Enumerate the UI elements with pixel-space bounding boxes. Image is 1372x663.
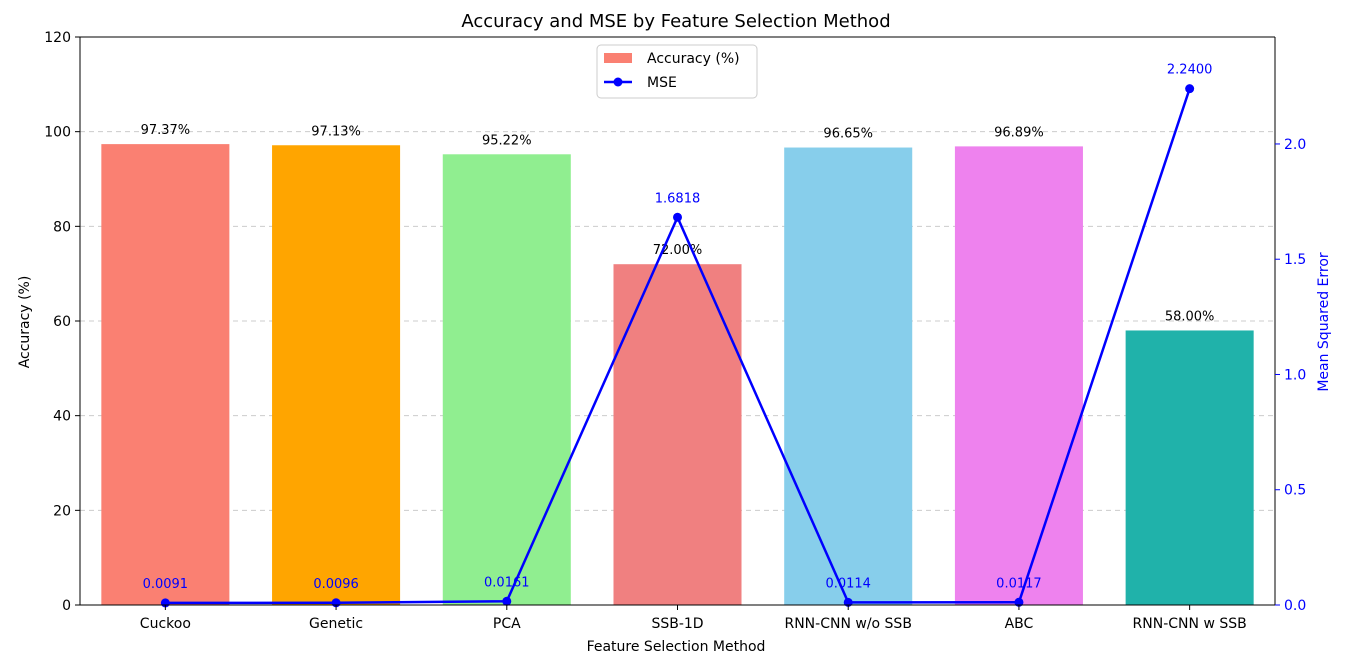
y-tick-label: 20: [53, 503, 71, 519]
legend-swatch-accuracy: [604, 53, 632, 63]
y-tick-label: 0: [62, 598, 71, 614]
accuracy-bar-label: 58.00%: [1165, 309, 1215, 324]
y-tick-label: 100: [44, 125, 71, 141]
x-tick-label: PCA: [493, 616, 521, 632]
mse-point: [673, 212, 682, 222]
accuracy-bar: [954, 146, 1083, 605]
accuracy-bar: [613, 264, 742, 605]
mse-point-labels: 0.0091 0.0096 0.0161 1.6818 0.0114 0.0117 2.24…: [143, 63, 1213, 592]
accuracy-bar: [442, 154, 571, 606]
mse-point: [502, 596, 512, 606]
legend-marker-mse: [613, 77, 623, 87]
x-axis-label: Feature Selection Method: [587, 639, 766, 655]
y-tick-label: 80: [53, 219, 71, 235]
y2-tick-label: 1.0: [1284, 367, 1306, 383]
accuracy-bar: [101, 144, 230, 605]
y-tick-label: 40: [53, 409, 71, 425]
accuracy-bar-label: 96.89%: [994, 125, 1044, 140]
mse-point-label: 0.0114: [825, 576, 871, 591]
axis-ticks: 0 20 40 60 80 100 120 0.0 0.5 1.0 1.5 2.0 Cuckoo Gene…: [44, 30, 1306, 632]
legend: Accuracy (%) MSE: [596, 44, 758, 99]
y2-tick-label: 2.0: [1284, 137, 1306, 153]
x-tick-label: RNN-CNN w SSB: [1133, 616, 1247, 632]
mse-point-label: 2.2400: [1167, 63, 1213, 78]
x-tick-label: RNN-CNN w/o SSB: [784, 616, 911, 632]
x-tick-label: SSB-1D: [651, 616, 703, 632]
accuracy-bar-label: 96.65%: [823, 127, 873, 142]
accuracy-bars: [101, 144, 1254, 606]
mse-point-label: 1.6818: [655, 191, 701, 206]
accuracy-bar-label: 97.37%: [141, 123, 191, 138]
chart-title: Accuracy and MSE by Feature Selection Me…: [461, 11, 890, 32]
y2-tick-label: 0.0: [1284, 598, 1306, 614]
y-tick-label: 120: [44, 30, 71, 46]
legend-label-mse: MSE: [647, 75, 677, 91]
accuracy-bar: [784, 147, 913, 606]
y2-tick-label: 0.5: [1284, 483, 1306, 499]
x-tick-label: Genetic: [309, 616, 363, 632]
mse-point-label: 0.0096: [313, 577, 359, 592]
accuracy-bar: [1125, 330, 1254, 605]
y2-tick-label: 1.5: [1284, 252, 1306, 268]
y-axis-label: Accuracy (%): [17, 276, 33, 369]
accuracy-bar-label: 95.22%: [482, 133, 532, 148]
mse-point-label: 0.0161: [484, 575, 530, 590]
y2-axis-label: Mean Squared Error: [1316, 252, 1332, 392]
legend-box: [596, 44, 758, 99]
mse-point-label: 0.0091: [143, 577, 189, 592]
y-tick-label: 60: [53, 314, 71, 330]
mse-point-label: 0.0117: [996, 576, 1042, 591]
x-tick-label: ABC: [1005, 616, 1034, 632]
accuracy-bar: [272, 145, 401, 605]
mse-point: [1185, 84, 1195, 94]
legend-label-accuracy: Accuracy (%): [647, 51, 740, 67]
x-tick-label: Cuckoo: [140, 616, 191, 632]
accuracy-bar-label: 97.13%: [311, 124, 361, 139]
